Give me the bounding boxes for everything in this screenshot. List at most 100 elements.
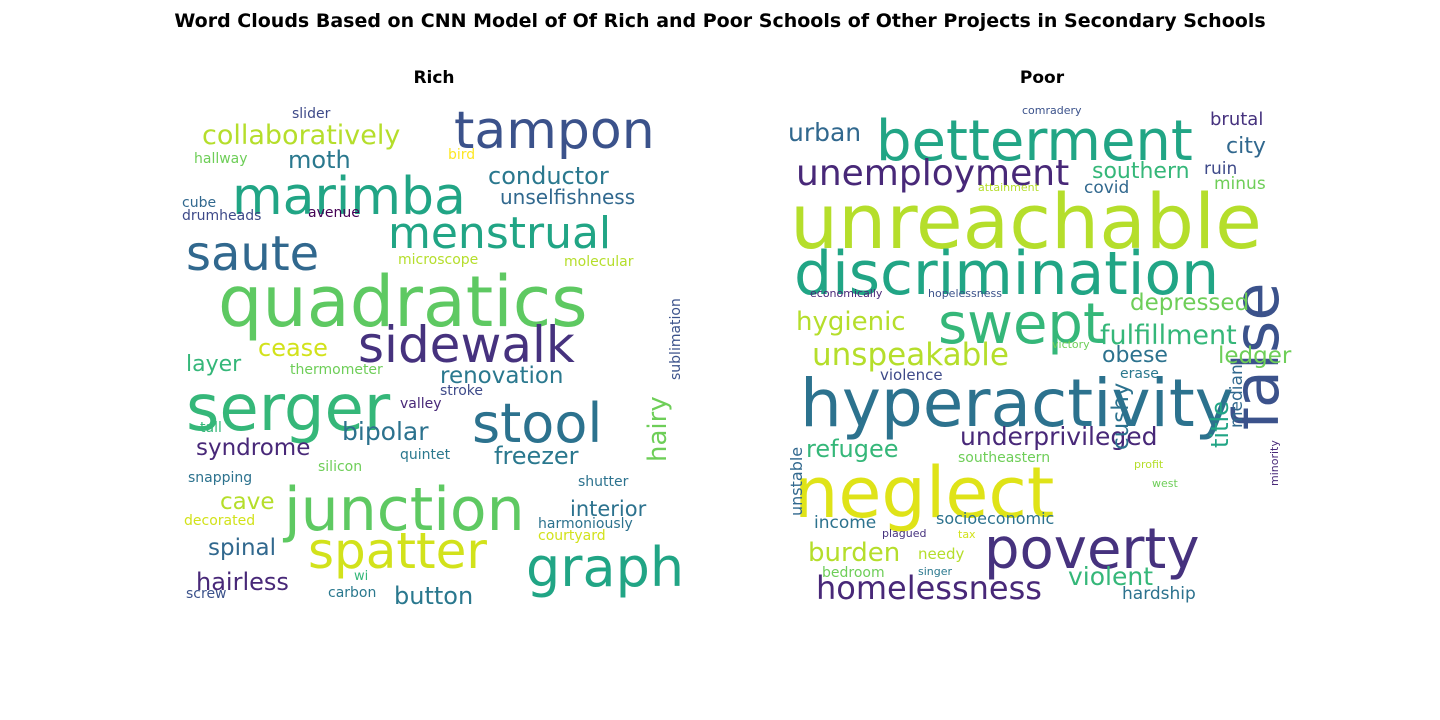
word-cushy: cushy <box>1108 383 1134 450</box>
word-brutal: brutal <box>1210 109 1263 130</box>
word-quintet: quintet <box>400 447 451 463</box>
word-avenue: avenue <box>308 205 360 221</box>
poor-word-cloud: unreachable discrimination hyperactivity ne… <box>782 98 1302 618</box>
word-minority: minority <box>1268 440 1281 486</box>
word-swept: swept <box>938 292 1105 357</box>
word-freezer: freezer <box>494 442 579 470</box>
word-false: false <box>1220 283 1293 431</box>
word-homelessness: homelessness <box>816 569 1042 607</box>
word-harmoniously: harmoniously <box>538 516 633 532</box>
word-valley: valley <box>400 396 442 412</box>
word-unstable: unstable <box>787 447 806 516</box>
word-wi: wi <box>354 569 368 584</box>
word-discrimination: discrimination <box>794 239 1219 309</box>
word-attainment: attainment <box>978 181 1040 194</box>
word-moth: moth <box>288 146 351 174</box>
word-unselfishness: unselfishness <box>500 185 635 209</box>
word-drumheads: drumheads <box>182 208 261 224</box>
word-tax: tax <box>958 528 976 541</box>
rich-panel-title: Rich <box>413 68 455 88</box>
word-tampon: tampon <box>454 101 655 161</box>
word-carbon: carbon <box>328 585 376 601</box>
word-serger: serger <box>186 372 391 446</box>
word-spinal: spinal <box>208 535 276 561</box>
word-hardship: hardship <box>1122 584 1196 604</box>
figure-title: Word Clouds Based on CNN Model of Of Ric… <box>174 10 1266 32</box>
word-decorated: decorated <box>184 513 255 529</box>
word-unspeakable: unspeakable <box>812 337 1009 373</box>
word-minus: minus <box>1214 174 1266 194</box>
word-stool: stool <box>472 392 602 455</box>
word-victory: victory <box>1052 338 1090 351</box>
word-silicon: silicon <box>318 459 362 475</box>
word-hyperactivity: hyperactivity <box>800 365 1234 442</box>
word-renovation: renovation <box>440 363 564 389</box>
word-fulfillment: fulfillment <box>1100 320 1237 351</box>
word-plagued: plagued <box>882 527 926 540</box>
word-bedroom: bedroom <box>822 565 885 581</box>
word-graph: graph <box>526 536 684 599</box>
word-shutter: shutter <box>578 474 629 490</box>
word-violent: violent <box>1068 562 1153 591</box>
word-ruin: ruin <box>1204 159 1237 179</box>
word-hallway: hallway <box>194 151 248 167</box>
word-cube: cube <box>182 195 216 211</box>
word-burden: burden <box>808 538 900 568</box>
word-economically: economically <box>810 287 883 300</box>
word-obese: obese <box>1102 343 1168 368</box>
word-southern: southern <box>1092 159 1190 184</box>
word-collaboratively: collaboratively <box>202 120 400 151</box>
word-hairy: hairy <box>643 396 673 462</box>
word-cease: cease <box>258 334 328 362</box>
word-microscope: microscope <box>398 252 478 268</box>
word-violence: violence <box>880 366 943 384</box>
word-west: west <box>1152 477 1178 490</box>
word-profit: profit <box>1134 458 1164 471</box>
word-southeastern: southeastern <box>958 450 1050 466</box>
word-courtyard: courtyard <box>538 528 606 544</box>
word-erase: erase <box>1120 366 1159 382</box>
word-title: title <box>1206 401 1234 448</box>
rich-word-cloud: quadratics serger junction marimba tampon sid… <box>174 98 694 618</box>
word-poverty: poverty <box>984 517 1200 582</box>
word-urban: urban <box>788 118 861 147</box>
word-stroke: stroke <box>440 383 483 399</box>
word-covid: covid <box>1084 178 1129 198</box>
word-singer: singer <box>918 565 953 578</box>
word-button: button <box>394 582 473 610</box>
word-spatter: spatter <box>308 522 487 580</box>
word-unreachable: unreachable <box>790 177 1262 266</box>
word-betterment: betterment <box>876 109 1193 174</box>
word-saute: saute <box>186 226 319 282</box>
word-menstrual: menstrual <box>388 208 611 259</box>
word-needy: needy <box>918 545 964 563</box>
word-hairless: hairless <box>196 568 289 596</box>
word-sublimation: sublimation <box>668 298 684 380</box>
word-interior: interior <box>570 497 647 521</box>
word-hygienic: hygienic <box>796 307 906 337</box>
word-conductor: conductor <box>488 162 609 190</box>
word-income: income <box>814 513 876 533</box>
word-screw: screw <box>186 586 227 602</box>
word-depressed: depressed <box>1130 290 1249 316</box>
word-bird: bird <box>448 147 475 163</box>
word-socioeconomic: socioeconomic <box>936 509 1054 528</box>
word-snapping: snapping <box>188 470 252 486</box>
word-neglect: neglect <box>794 452 1054 534</box>
word-molecular: molecular <box>564 254 634 270</box>
word-bipolar: bipolar <box>342 417 429 446</box>
word-hopelessness: hopelessness <box>928 287 1002 300</box>
word-city: city <box>1226 134 1266 159</box>
word-sidewalk: sidewalk <box>358 316 575 374</box>
word-underprivileged: underprivileged <box>960 422 1158 451</box>
word-slider: slider <box>292 106 331 122</box>
word-quadratics: quadratics <box>218 261 588 343</box>
word-thermometer: thermometer <box>290 362 383 378</box>
word-tall: tall <box>200 420 222 436</box>
word-cave: cave <box>220 489 275 515</box>
word-syndrome: syndrome <box>196 435 310 461</box>
poor-panel-title: Poor <box>1019 68 1065 88</box>
word-refugee: refugee <box>806 435 899 463</box>
word-marimba: marimba <box>232 167 466 227</box>
word-layer: layer <box>186 352 242 377</box>
